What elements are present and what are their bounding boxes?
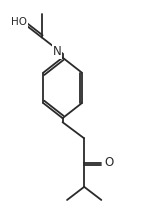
Text: O: O bbox=[104, 156, 113, 169]
Text: N: N bbox=[53, 45, 62, 58]
Text: HO: HO bbox=[11, 17, 27, 27]
